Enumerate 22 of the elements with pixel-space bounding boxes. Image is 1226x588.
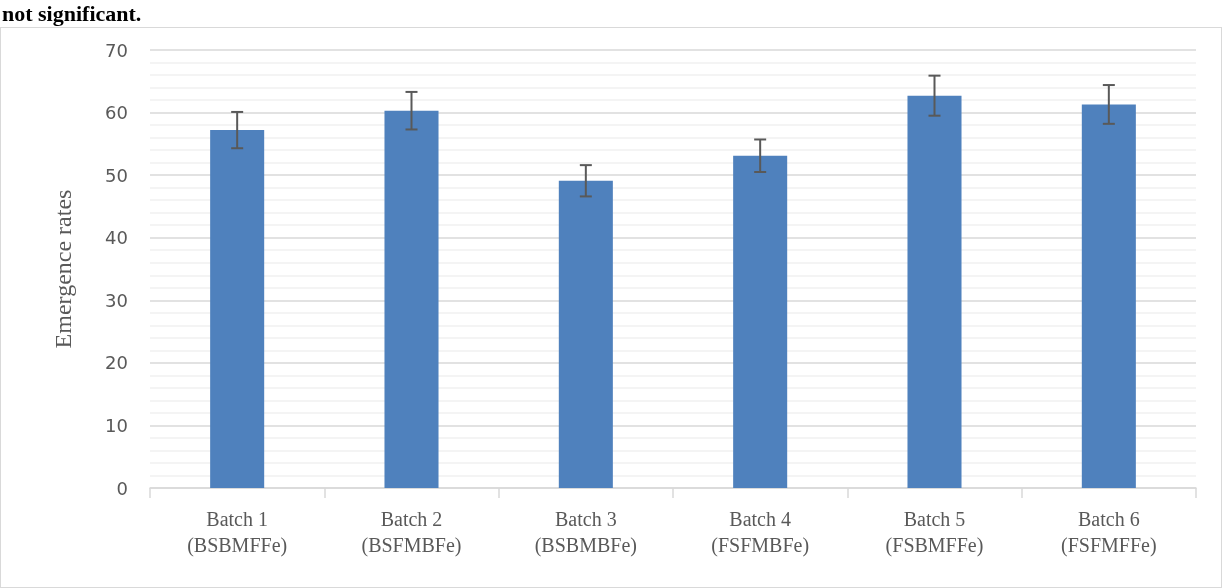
y-tick-label: 50 bbox=[105, 164, 128, 186]
text: not significant. bbox=[2, 0, 142, 26]
x-tick-label: Batch 6 (FSFMFFe) bbox=[1061, 508, 1157, 557]
x-tick-label: Batch 1 (BSBMFFe) bbox=[187, 508, 288, 557]
y-tick-label: 0 bbox=[116, 477, 128, 499]
y-tick-label: 20 bbox=[105, 352, 128, 374]
y-tick-label: 40 bbox=[105, 227, 128, 249]
x-tick-label: Batch 2 (BSFMBFe) bbox=[361, 508, 462, 557]
bar bbox=[907, 95, 962, 488]
bar bbox=[210, 130, 265, 488]
y-tick-label: 70 bbox=[105, 39, 128, 61]
y-axis-title: Emergence rates bbox=[50, 189, 76, 349]
bar bbox=[558, 180, 613, 488]
x-tick-label: Batch 5 (FSBMFFe) bbox=[885, 508, 984, 557]
y-tick-label: 60 bbox=[105, 102, 128, 124]
y-tick-label: 30 bbox=[105, 289, 128, 311]
x-tick-label: Batch 3 (BSBMBFe) bbox=[534, 508, 637, 557]
bar bbox=[733, 155, 788, 488]
bar bbox=[1081, 104, 1136, 488]
x-tick-label: Batch 4 (FSFMBFe) bbox=[711, 508, 810, 557]
y-tick-label: 10 bbox=[105, 414, 128, 436]
bar bbox=[384, 110, 439, 488]
